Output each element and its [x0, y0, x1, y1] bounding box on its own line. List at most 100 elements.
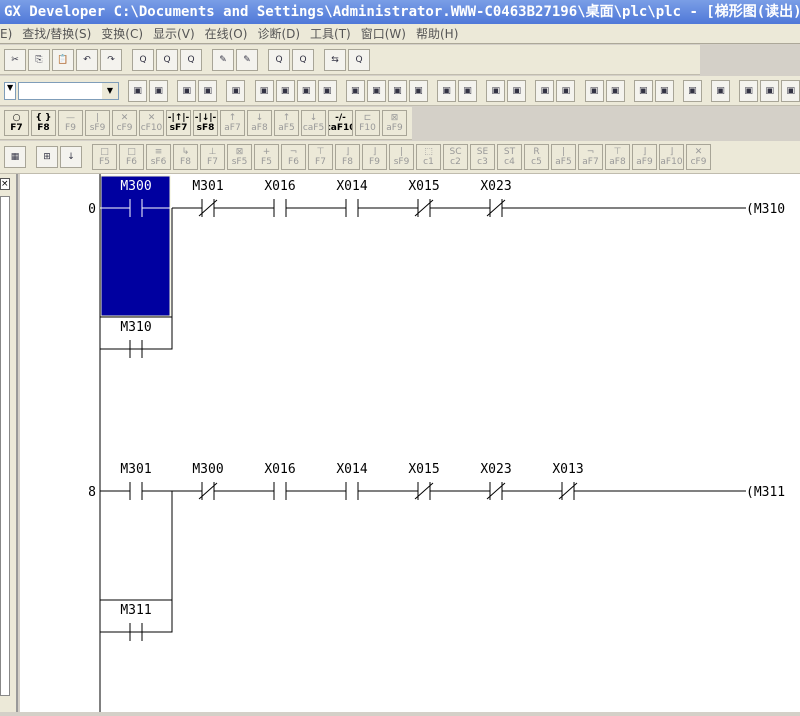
- toolbar-button[interactable]: ▣: [345, 79, 365, 102]
- toolbar-button[interactable]: ▣: [296, 79, 316, 102]
- contact-x016[interactable]: X016: [264, 462, 295, 477]
- program-dropdown[interactable]: ▼: [18, 81, 119, 100]
- ladder-symbol-aF10-button[interactable]: ⌋ aF10: [659, 144, 684, 170]
- toolbar-button[interactable]: ▣: [458, 79, 478, 102]
- toolbar-button[interactable]: ▣: [633, 79, 653, 102]
- toolbar-button[interactable]: ▣: [486, 79, 506, 102]
- ladder-symbol-aF8-button[interactable]: ↓ aF8: [247, 110, 272, 136]
- toolbar-button[interactable]: ▣: [556, 79, 576, 102]
- ladder-symbol-F6-button[interactable]: □ F6: [119, 144, 144, 170]
- contact-x015[interactable]: X015: [408, 462, 439, 477]
- ladder-symbol-aF7-button[interactable]: ¬ aF7: [578, 144, 603, 170]
- monitor2-icon[interactable]: Q: [292, 48, 314, 71]
- ladder-symbol-F10-button[interactable]: ⊏ F10: [355, 110, 380, 136]
- contact-m300[interactable]: M300: [192, 462, 223, 477]
- toolbar-button[interactable]: ▣: [149, 79, 169, 102]
- toolbar-button[interactable]: ▣: [437, 79, 457, 102]
- ladder-editor[interactable]: 0 M300 M301 X016 X014 X015 X023 (M310 M310 8 M301 M…: [20, 174, 800, 712]
- menu-item[interactable]: 帮助(H): [415, 27, 459, 41]
- contact-x014[interactable]: X014: [336, 462, 367, 477]
- ladder-symbol-c2-button[interactable]: SC c2: [443, 144, 468, 170]
- contact-x016[interactable]: X016: [264, 179, 295, 194]
- toolbar-button[interactable]: ▣: [128, 79, 148, 102]
- menu-item[interactable]: 窗口(W): [360, 27, 406, 41]
- ladder-symbol-F8-button[interactable]: ↳ F8: [173, 144, 198, 170]
- monitor-icon[interactable]: Q: [268, 48, 290, 71]
- ladder-symbol-F5-button[interactable]: □ F5: [92, 144, 117, 170]
- ladder-symbol-F7-button[interactable]: ⊥ F7: [200, 144, 225, 170]
- toolbar-button[interactable]: ▣: [535, 79, 555, 102]
- toolbar-button[interactable]: ▣: [226, 79, 246, 102]
- redo-icon[interactable]: ↷: [100, 48, 122, 71]
- ladder-symbol-F8-button[interactable]: ⌋ F8: [335, 144, 360, 170]
- ladder-symbol-F5-button[interactable]: + F5: [254, 144, 279, 170]
- write-icon[interactable]: ✎: [212, 48, 234, 71]
- toolbar-button[interactable]: ▣: [177, 79, 197, 102]
- contact-x014[interactable]: X014: [336, 179, 367, 194]
- ladder-diagram[interactable]: 0 M300 M301 X016 X014 X015 X023 (M310 M310 8 M301 M…: [20, 174, 800, 712]
- ladder-symbol-caF10-button[interactable]: -/-caF10: [328, 110, 353, 136]
- menu-item[interactable]: 在线(O): [204, 27, 248, 41]
- ladder-symbol-sF7-button[interactable]: -|↑|- sF7: [166, 110, 191, 136]
- ladder-symbol-F9-button[interactable]: — F9: [58, 110, 83, 136]
- ladder-symbol-cF9-button[interactable]: ✕ cF9: [686, 144, 711, 170]
- toolbar-button[interactable]: ▣: [387, 79, 407, 102]
- ladder-symbol-sF5-button[interactable]: ⊠ sF5: [227, 144, 252, 170]
- paste-icon[interactable]: 📋: [52, 48, 74, 71]
- ladder-symbol-aF5-button[interactable]: | aF5: [551, 144, 576, 170]
- contact-x015[interactable]: X015: [408, 179, 439, 194]
- coil-output[interactable]: (M311: [746, 485, 785, 500]
- toolbar-button[interactable]: ▣: [254, 79, 274, 102]
- project-tree[interactable]: [0, 196, 10, 696]
- contact-m310[interactable]: M310: [120, 320, 151, 335]
- copy-icon[interactable]: ⎘: [28, 48, 50, 71]
- project-type-dropdown[interactable]: ▼: [4, 81, 17, 100]
- contact-m301[interactable]: M301: [120, 462, 151, 477]
- toolbar-button[interactable]: ▣: [408, 79, 428, 102]
- ladder-symbol-c3-button[interactable]: SE c3: [470, 144, 495, 170]
- toolbar-button[interactable]: ▣: [366, 79, 386, 102]
- close-icon[interactable]: ×: [0, 178, 10, 190]
- ladder-symbol-sF9-button[interactable]: | sF9: [85, 110, 110, 136]
- toolbar-button[interactable]: ▣: [584, 79, 604, 102]
- read-icon[interactable]: ✎: [236, 48, 258, 71]
- ladder-symbol-aF9-button[interactable]: ⊠ aF9: [382, 110, 407, 136]
- find2-icon[interactable]: Q: [156, 48, 178, 71]
- menu-item[interactable]: 查找/替换(S): [22, 27, 92, 41]
- ladder-symbol-sF8-button[interactable]: -|↓|- sF8: [193, 110, 218, 136]
- toolbar-button[interactable]: ▣: [654, 79, 674, 102]
- find3-icon[interactable]: Q: [180, 48, 202, 71]
- contact-x023[interactable]: X023: [480, 179, 511, 194]
- ladder-symbol-F6-button[interactable]: ¬ F6: [281, 144, 306, 170]
- grid-icon[interactable]: ⊞: [36, 146, 58, 168]
- contact-x023[interactable]: X023: [480, 462, 511, 477]
- ladder-symbol-aF5-button[interactable]: ↑ aF5: [274, 110, 299, 136]
- toolbar-button[interactable]: ▣: [198, 79, 218, 102]
- ladder-symbol-c1-button[interactable]: ⬚ c1: [416, 144, 441, 170]
- find-icon[interactable]: Q: [132, 48, 154, 71]
- ladder-symbol-F8-button[interactable]: { } F8: [31, 110, 56, 136]
- verify-icon[interactable]: Q: [348, 48, 370, 71]
- layout-icon[interactable]: ▦: [4, 146, 26, 168]
- ladder-symbol-c4-button[interactable]: ST c4: [497, 144, 522, 170]
- ladder-symbol-F9-button[interactable]: ⌋ F9: [362, 144, 387, 170]
- ladder-symbol-F7-button[interactable]: ⊤ F7: [308, 144, 333, 170]
- ladder-symbol-cF10-button[interactable]: ✕ cF10: [139, 110, 164, 136]
- menu-item[interactable]: E): [0, 27, 13, 41]
- toolbar-button[interactable]: ▣: [739, 79, 759, 102]
- ladder-symbol-sF6-button[interactable]: ≡ sF6: [146, 144, 171, 170]
- transfer-icon[interactable]: ⇆: [324, 48, 346, 71]
- toolbar-button[interactable]: ▣: [711, 79, 731, 102]
- menu-item[interactable]: 诊断(D): [257, 27, 301, 41]
- menu-item[interactable]: 显示(V): [153, 27, 195, 41]
- toolbar-button[interactable]: ▣: [760, 79, 780, 102]
- toolbar-button[interactable]: ▣: [605, 79, 625, 102]
- menu-item[interactable]: 工具(T): [310, 27, 351, 41]
- toolbar-button[interactable]: ▣: [317, 79, 337, 102]
- ladder-symbol-cF9-button[interactable]: ✕ cF9: [112, 110, 137, 136]
- toolbar-button[interactable]: ▣: [507, 79, 527, 102]
- toolbar-button[interactable]: ▣: [275, 79, 295, 102]
- ladder-symbol-aF9-button[interactable]: ⌋ aF9: [632, 144, 657, 170]
- coil-output[interactable]: (M310: [746, 202, 785, 217]
